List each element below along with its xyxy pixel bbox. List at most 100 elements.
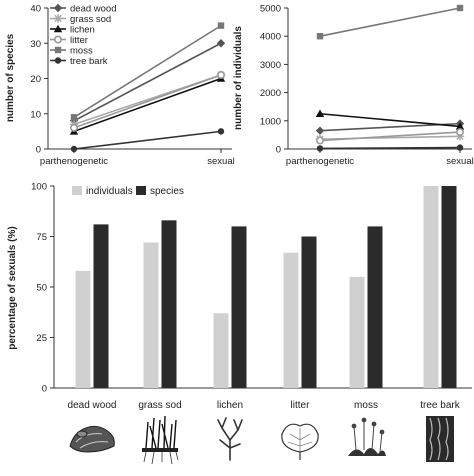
- p1-y-tick-label: 20: [30, 74, 41, 85]
- grass-sod-icon: [142, 415, 179, 465]
- percentage-bar-chart: percentage of sexuals (%) 0 25 50 75 100 dead…: [7, 182, 472, 412]
- p1-data-point: [70, 114, 78, 121]
- legend-marker: [53, 35, 62, 44]
- p2-data-point: [316, 145, 324, 152]
- p2-y-tick-label: 3000: [260, 60, 281, 71]
- bar-species-tree-bark: [441, 186, 457, 388]
- p1-y-tick-label: 0: [36, 145, 41, 156]
- legend-label: species: [150, 186, 184, 197]
- p1-data-point: [70, 123, 79, 132]
- p2-y-tick-label: 5000: [260, 4, 281, 15]
- legend-marker: [54, 46, 62, 54]
- legend-swatch: [72, 186, 82, 195]
- p3-legend: individuals species: [72, 186, 184, 197]
- moss-icon: [348, 417, 386, 456]
- p3-y-tick-label: 50: [36, 283, 47, 294]
- p2-data-point: [456, 144, 464, 151]
- p3-y-tick-label: 25: [36, 333, 47, 344]
- p1-data-point: [217, 22, 225, 29]
- p2-y-label: number of individuals: [233, 26, 244, 130]
- p1-data-point: [217, 128, 225, 135]
- species-line-chart: number of species 0 10 20 30 40 parthenogenet…: [5, 4, 235, 168]
- dead-wood-icon: [69, 425, 115, 453]
- p2-data-point: [315, 136, 324, 145]
- p2-x-tick-label: parthenogenetic: [286, 156, 354, 167]
- p1-series-line: [73, 130, 222, 150]
- p2-data-point: [455, 132, 465, 141]
- p3-y-tick-label: 100: [31, 182, 47, 193]
- lichen-icon: [217, 417, 243, 461]
- habitat-icons: [69, 415, 454, 465]
- bar-individuals-grass-sod: [143, 242, 159, 388]
- p1-y-label: number of species: [5, 33, 16, 122]
- legend-label: grass sod: [70, 14, 111, 25]
- legend-marker: [54, 57, 62, 64]
- legend-marker: [53, 3, 63, 13]
- p1-series-line: [73, 42, 222, 122]
- p3-bar-group: [75, 186, 457, 388]
- legend-marker: [53, 24, 63, 33]
- p2-y-tick-label: 2000: [260, 88, 281, 99]
- p1-series-group: [69, 22, 226, 153]
- legend-label: tree bark: [70, 56, 108, 67]
- bar-individuals-litter: [283, 252, 299, 388]
- p2-data-point: [315, 126, 325, 135]
- litter-icon: [281, 423, 319, 460]
- p1-series-line: [73, 77, 222, 133]
- bar-species-moss: [367, 226, 383, 388]
- legend-marker: [53, 14, 63, 23]
- bar-species-grass-sod: [161, 220, 177, 388]
- p1-x-tick-label: parthenogenetic: [40, 156, 108, 167]
- p2-series-line: [319, 7, 461, 37]
- p2-data-point: [315, 109, 325, 117]
- p2-y-tick-label: 4000: [260, 32, 281, 43]
- p3-x-tick-label: lichen: [217, 400, 243, 411]
- p1-x-tick-label: sexual: [207, 156, 234, 167]
- p2-series-line: [319, 146, 461, 150]
- bar-individuals-moss: [349, 276, 365, 388]
- p1-series-line: [73, 24, 222, 118]
- p2-data-point: [455, 128, 464, 137]
- individuals-line-chart: number of individuals 0 1000 2000 3000 4000 5…: [233, 4, 474, 168]
- p2-data-point: [316, 33, 324, 40]
- legend-swatch: [136, 186, 146, 195]
- p3-y-label: percentage of sexuals (%): [7, 226, 18, 349]
- p1-data-point: [216, 39, 226, 48]
- p1-y-tick-label: 40: [30, 4, 41, 15]
- p1-series-line: [73, 74, 222, 129]
- bar-individuals-dead-wood: [75, 270, 91, 388]
- legend-label: dead wood: [70, 4, 116, 15]
- p2-series-line: [319, 112, 461, 128]
- p2-x-tick-label: sexual: [446, 156, 473, 167]
- legend-label: moss: [70, 46, 93, 57]
- p2-y-tick-label: 1000: [260, 116, 281, 127]
- p1-y-tick-label: 10: [30, 109, 41, 120]
- p2-series-line: [319, 131, 461, 142]
- p1-data-point: [70, 145, 78, 153]
- bar-species-litter: [301, 236, 317, 388]
- p3-x-tick-label: litter: [291, 400, 311, 411]
- legend-label: litter: [70, 35, 88, 46]
- bar-individuals-lichen: [213, 313, 229, 388]
- p3-tick-group: 0 25 50 75 100 dead wood grass sod lichen litter…: [31, 182, 461, 412]
- bar-individuals-tree-bark: [423, 186, 439, 388]
- p2-data-point: [455, 122, 465, 130]
- p2-data-point: [456, 4, 464, 12]
- legend-label: lichen: [70, 25, 95, 36]
- p3-x-tick-label: dead wood: [68, 400, 117, 411]
- p3-y-tick-label: 75: [36, 232, 47, 243]
- p2-tick-group: 0 1000 2000 3000 4000 5000 parthenogenetic sexu…: [260, 4, 474, 168]
- p3-y-tick-label: 0: [42, 384, 47, 395]
- p1-tick-group: 0 10 20 30 40 parthenogenetic sexual: [30, 4, 234, 168]
- p3-x-tick-label: grass sod: [138, 400, 181, 411]
- p2-series-group: [315, 4, 465, 152]
- p3-x-tick-label: tree bark: [420, 400, 460, 411]
- p1-data-point: [217, 70, 226, 79]
- bar-species-lichen: [231, 226, 247, 388]
- legend-label: individuals: [86, 186, 133, 197]
- p3-x-tick-label: moss: [354, 400, 378, 411]
- tree-bark-icon: [426, 416, 454, 462]
- bar-species-dead-wood: [93, 224, 109, 388]
